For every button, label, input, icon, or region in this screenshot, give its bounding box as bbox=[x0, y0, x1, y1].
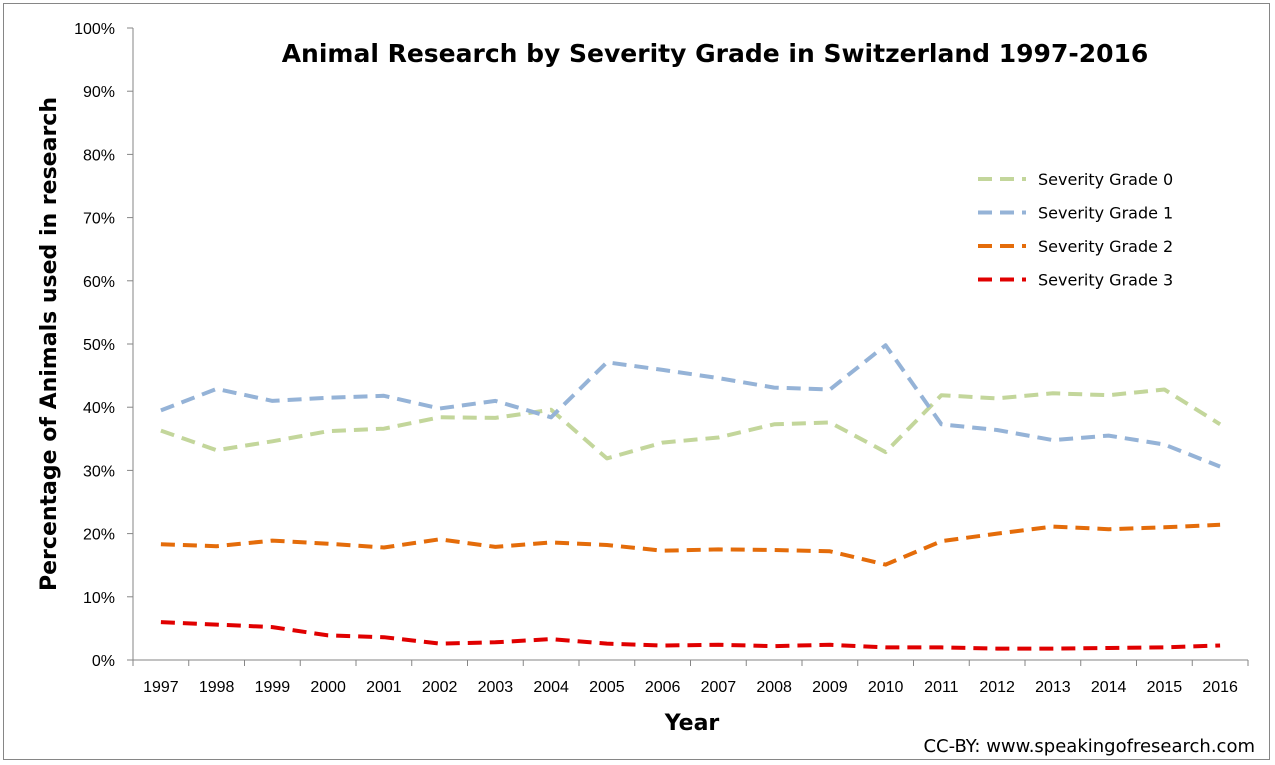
x-tick-label: 2010 bbox=[868, 679, 904, 696]
series-line-grade-3 bbox=[160, 620, 1221, 651]
y-tick-label: 60% bbox=[83, 274, 115, 291]
x-tick-label: 2016 bbox=[1202, 679, 1238, 696]
x-tick-label: 2005 bbox=[589, 679, 625, 696]
y-tick-label: 50% bbox=[83, 337, 115, 354]
x-tick-label: 2001 bbox=[366, 679, 402, 696]
x-tick-label: 1997 bbox=[143, 679, 179, 696]
y-tick-label: 70% bbox=[83, 211, 115, 228]
y-tick-label: 20% bbox=[83, 527, 115, 544]
x-axis-title: Year bbox=[664, 711, 720, 736]
axes bbox=[127, 27, 1249, 666]
x-tick-label: 2002 bbox=[422, 679, 458, 696]
y-tick-label: 40% bbox=[83, 400, 115, 417]
x-tick-label: 2008 bbox=[756, 679, 792, 696]
y-tick-label: 90% bbox=[83, 84, 115, 101]
x-tick-label: 2012 bbox=[979, 679, 1015, 696]
y-tick-label: 30% bbox=[83, 463, 115, 480]
legend: Severity Grade 0 Severity Grade 1 Severity… bbox=[978, 170, 1173, 290]
series-line-grade-2 bbox=[160, 522, 1221, 567]
x-tick-label: 2009 bbox=[812, 679, 848, 696]
x-tick-label: 2004 bbox=[533, 679, 569, 696]
y-tick-label: 100% bbox=[74, 21, 115, 38]
x-tick-label: 2003 bbox=[478, 679, 514, 696]
y-tick-label: 10% bbox=[83, 590, 115, 607]
legend-label: Severity Grade 3 bbox=[1038, 271, 1173, 290]
y-axis-title: Percentage of Animals used in research bbox=[37, 97, 62, 591]
legend-label: Severity Grade 2 bbox=[1038, 237, 1173, 256]
y-tick-label: 0% bbox=[92, 653, 115, 670]
x-tick-labels: 1997 1998 1999 2000 2001 2002 2003 2004 2005 2006… bbox=[143, 679, 1238, 696]
x-tick-label: 1998 bbox=[199, 679, 235, 696]
x-tick-label: 2007 bbox=[701, 679, 737, 696]
series-lines bbox=[160, 343, 1222, 651]
y-tick-label: 80% bbox=[83, 147, 115, 164]
chart-frame bbox=[3, 3, 1270, 760]
y-tick-labels: 0% 10% 20% 30% 40% 50% 60% 70% 80% 90% 100% bbox=[74, 21, 115, 670]
x-tick-label: 1999 bbox=[255, 679, 291, 696]
x-tick-label: 2013 bbox=[1035, 679, 1071, 696]
credit-text: CC-BY: www.speakingofresearch.com bbox=[923, 736, 1255, 757]
x-tick-label: 2015 bbox=[1147, 679, 1183, 696]
x-tick-label: 2014 bbox=[1091, 679, 1127, 696]
x-tick-label: 2000 bbox=[310, 679, 346, 696]
x-tick-label: 2006 bbox=[645, 679, 681, 696]
x-tick-label: 2011 bbox=[924, 679, 959, 696]
series-line-grade-0 bbox=[160, 387, 1222, 461]
chart-title: Animal Research by Severity Grade in Swi… bbox=[282, 39, 1149, 68]
series-line-grade-1 bbox=[160, 343, 1221, 469]
legend-label: Severity Grade 1 bbox=[1038, 204, 1173, 223]
legend-label: Severity Grade 0 bbox=[1038, 170, 1173, 189]
